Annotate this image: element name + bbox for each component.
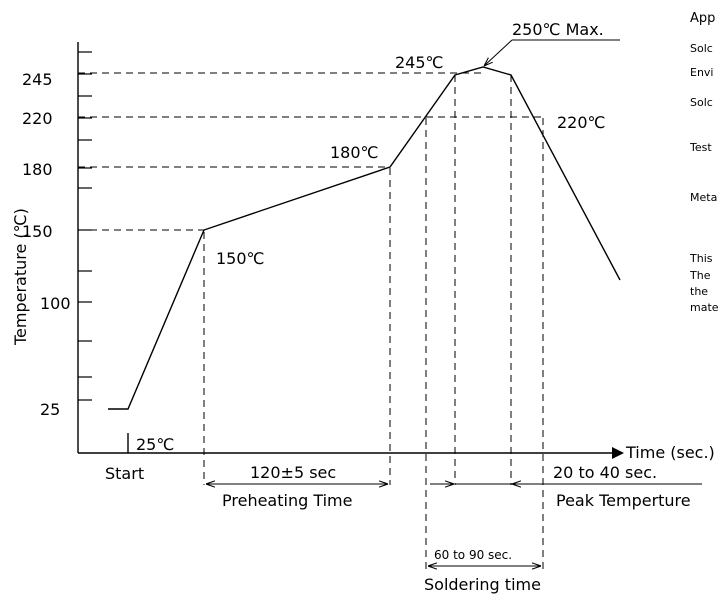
soldering-duration-label: 60 to 90 sec. bbox=[434, 548, 512, 562]
annotation-25c: 25℃ bbox=[136, 435, 174, 454]
y-tick-label-180: 180 bbox=[22, 160, 53, 179]
temperature-profile-line bbox=[108, 66, 621, 410]
annotation-180c: 180℃ bbox=[330, 143, 379, 162]
y-tick-label-100: 100 bbox=[40, 294, 71, 313]
horizontal-reference-lines bbox=[78, 72, 543, 231]
y-tick-label-25: 25 bbox=[40, 400, 60, 419]
annotation-150c: 150℃ bbox=[216, 249, 265, 268]
y-tick-label-220: 220 bbox=[22, 109, 53, 128]
side-heading: App bbox=[690, 11, 715, 26]
vertical-reference-lines bbox=[203, 75, 544, 570]
side-para-2: The bbox=[689, 269, 711, 282]
y-axis-label: Temperature (℃) bbox=[11, 208, 30, 346]
annotation-245c: 245℃ bbox=[395, 53, 444, 72]
y-tick-label-245: 245 bbox=[22, 70, 53, 89]
side-para-1: This bbox=[689, 252, 713, 265]
annotation-220c: 220℃ bbox=[557, 113, 606, 132]
x-axis-arrowhead bbox=[612, 447, 624, 459]
side-para-4: mate bbox=[690, 301, 719, 314]
preheat-duration-label: 120±5 sec bbox=[250, 463, 336, 482]
x-axis-label: Time (sec.) bbox=[625, 443, 715, 462]
peak-name-label: Peak Temperture bbox=[556, 491, 691, 510]
side-line-1: Solc bbox=[690, 42, 713, 55]
soldering-name-label: Soldering time bbox=[424, 575, 541, 594]
side-notes: App Solc Envi Solc Test Meta This The th… bbox=[689, 11, 719, 314]
max-leader-arrow bbox=[484, 39, 513, 66]
side-line-3: Solc bbox=[690, 96, 713, 109]
y-tick-label-150: 150 bbox=[22, 222, 53, 241]
start-label: Start bbox=[105, 464, 144, 483]
side-para-3: the bbox=[690, 285, 708, 298]
peak-duration-label: 20 to 40 sec. bbox=[553, 463, 657, 482]
annotation-250c-max: 250℃ Max. bbox=[512, 20, 604, 39]
side-line-4: Test bbox=[689, 141, 712, 154]
y-tick-marks bbox=[78, 51, 92, 401]
preheat-name-label: Preheating Time bbox=[222, 491, 352, 510]
side-line-5: Meta bbox=[690, 191, 717, 204]
side-line-2: Envi bbox=[690, 66, 714, 79]
